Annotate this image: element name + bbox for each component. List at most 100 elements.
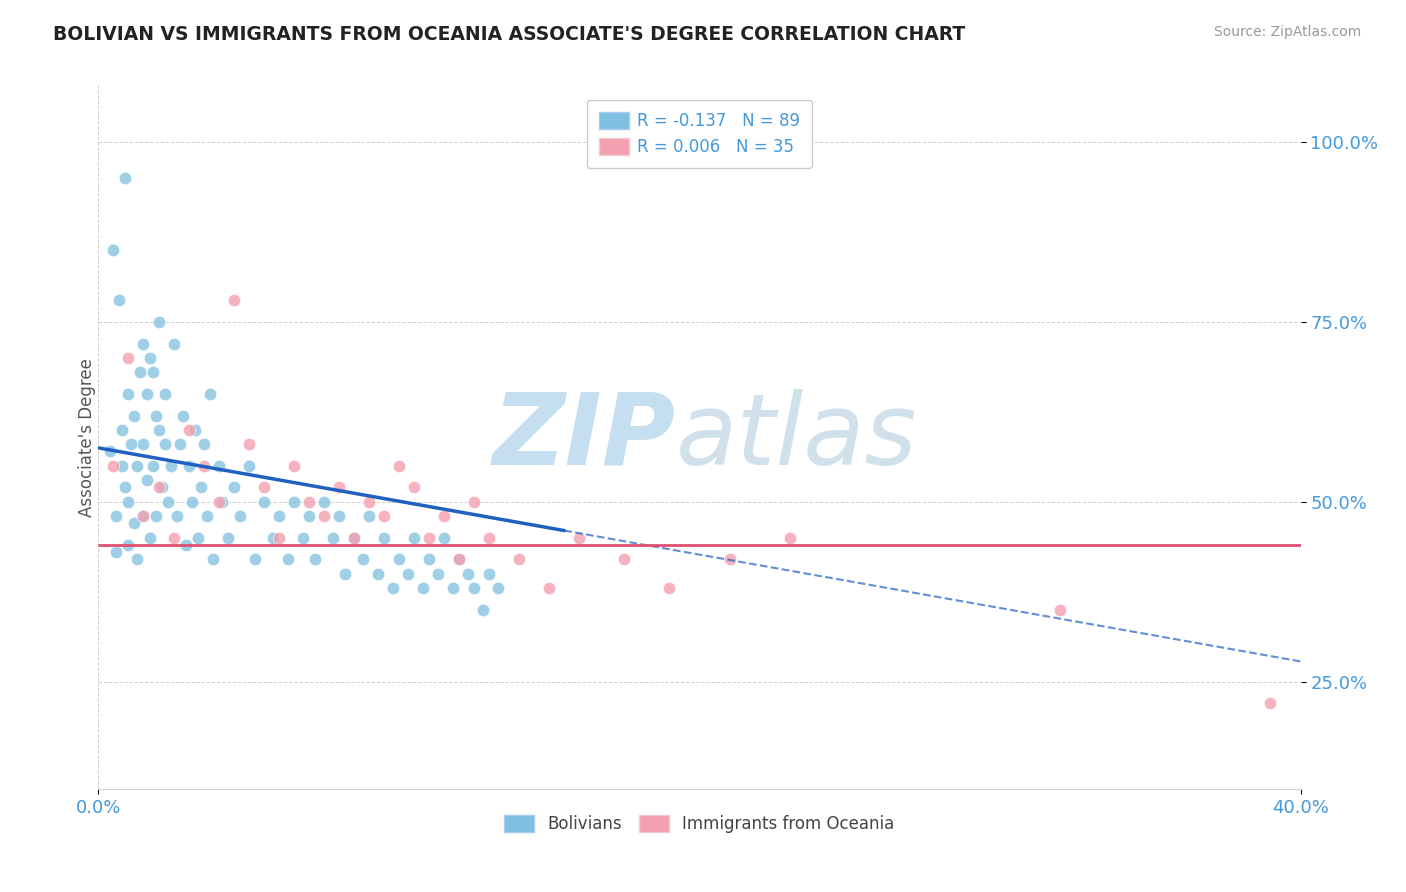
- Point: [238, 437, 260, 451]
- Point: [108, 293, 131, 308]
- Point: [105, 545, 128, 559]
- Point: [135, 387, 157, 401]
- Point: [127, 458, 149, 473]
- Point: [148, 423, 170, 437]
- Point: [208, 495, 231, 509]
- Point: [253, 495, 276, 509]
- Point: [111, 423, 134, 437]
- Point: [441, 581, 464, 595]
- Point: [373, 509, 395, 524]
- Point: [148, 480, 170, 494]
- Point: [277, 552, 299, 566]
- Point: [162, 336, 184, 351]
- Point: [352, 552, 374, 566]
- Point: [132, 509, 155, 524]
- Point: [298, 495, 321, 509]
- Point: [418, 531, 440, 545]
- Point: [114, 171, 136, 186]
- Point: [100, 444, 122, 458]
- Point: [658, 581, 681, 595]
- Point: [433, 531, 456, 545]
- Point: [159, 458, 181, 473]
- Point: [412, 581, 434, 595]
- Point: [121, 437, 143, 451]
- Point: [114, 480, 136, 494]
- Point: [312, 495, 335, 509]
- Point: [153, 387, 176, 401]
- Point: [253, 480, 276, 494]
- Point: [613, 552, 636, 566]
- Point: [135, 473, 157, 487]
- Point: [486, 581, 509, 595]
- Point: [1049, 602, 1071, 616]
- Point: [166, 509, 188, 524]
- Point: [124, 516, 146, 531]
- Point: [463, 495, 485, 509]
- Text: atlas: atlas: [675, 389, 917, 485]
- Point: [103, 458, 125, 473]
- Point: [298, 509, 321, 524]
- Point: [103, 243, 125, 257]
- Point: [222, 480, 245, 494]
- Point: [193, 437, 215, 451]
- Point: [141, 458, 163, 473]
- Point: [333, 566, 356, 581]
- Point: [388, 458, 411, 473]
- Point: [132, 509, 155, 524]
- Point: [211, 495, 233, 509]
- Point: [267, 509, 290, 524]
- Point: [105, 509, 128, 524]
- Point: [117, 351, 139, 365]
- Point: [141, 365, 163, 379]
- Point: [463, 581, 485, 595]
- Point: [283, 458, 305, 473]
- Point: [217, 531, 239, 545]
- Point: [367, 566, 389, 581]
- Point: [718, 552, 741, 566]
- Point: [291, 531, 314, 545]
- Point: [138, 531, 160, 545]
- Point: [1260, 696, 1282, 710]
- Point: [402, 531, 425, 545]
- Point: [138, 351, 160, 365]
- Point: [243, 552, 266, 566]
- Point: [195, 509, 218, 524]
- Point: [150, 480, 173, 494]
- Point: [162, 531, 184, 545]
- Point: [117, 387, 139, 401]
- Point: [447, 552, 470, 566]
- Point: [198, 387, 221, 401]
- Point: [228, 509, 250, 524]
- Y-axis label: Associate's Degree: Associate's Degree: [79, 358, 96, 516]
- Point: [127, 552, 149, 566]
- Point: [222, 293, 245, 308]
- Point: [357, 509, 380, 524]
- Text: BOLIVIAN VS IMMIGRANTS FROM OCEANIA ASSOCIATE'S DEGREE CORRELATION CHART: BOLIVIAN VS IMMIGRANTS FROM OCEANIA ASSO…: [53, 25, 966, 44]
- Point: [779, 531, 801, 545]
- Point: [373, 531, 395, 545]
- Point: [145, 409, 167, 423]
- Point: [129, 365, 152, 379]
- Point: [427, 566, 450, 581]
- Point: [396, 566, 419, 581]
- Point: [183, 423, 205, 437]
- Point: [117, 538, 139, 552]
- Point: [402, 480, 425, 494]
- Text: Source: ZipAtlas.com: Source: ZipAtlas.com: [1213, 25, 1361, 39]
- Point: [132, 336, 155, 351]
- Point: [190, 480, 212, 494]
- Point: [433, 509, 456, 524]
- Point: [153, 437, 176, 451]
- Point: [457, 566, 479, 581]
- Point: [193, 458, 215, 473]
- Point: [124, 409, 146, 423]
- Point: [111, 458, 134, 473]
- Point: [508, 552, 530, 566]
- Point: [418, 552, 440, 566]
- Text: ZIP: ZIP: [492, 389, 675, 485]
- Point: [478, 531, 501, 545]
- Point: [472, 602, 495, 616]
- Point: [267, 531, 290, 545]
- Point: [312, 509, 335, 524]
- Point: [328, 509, 350, 524]
